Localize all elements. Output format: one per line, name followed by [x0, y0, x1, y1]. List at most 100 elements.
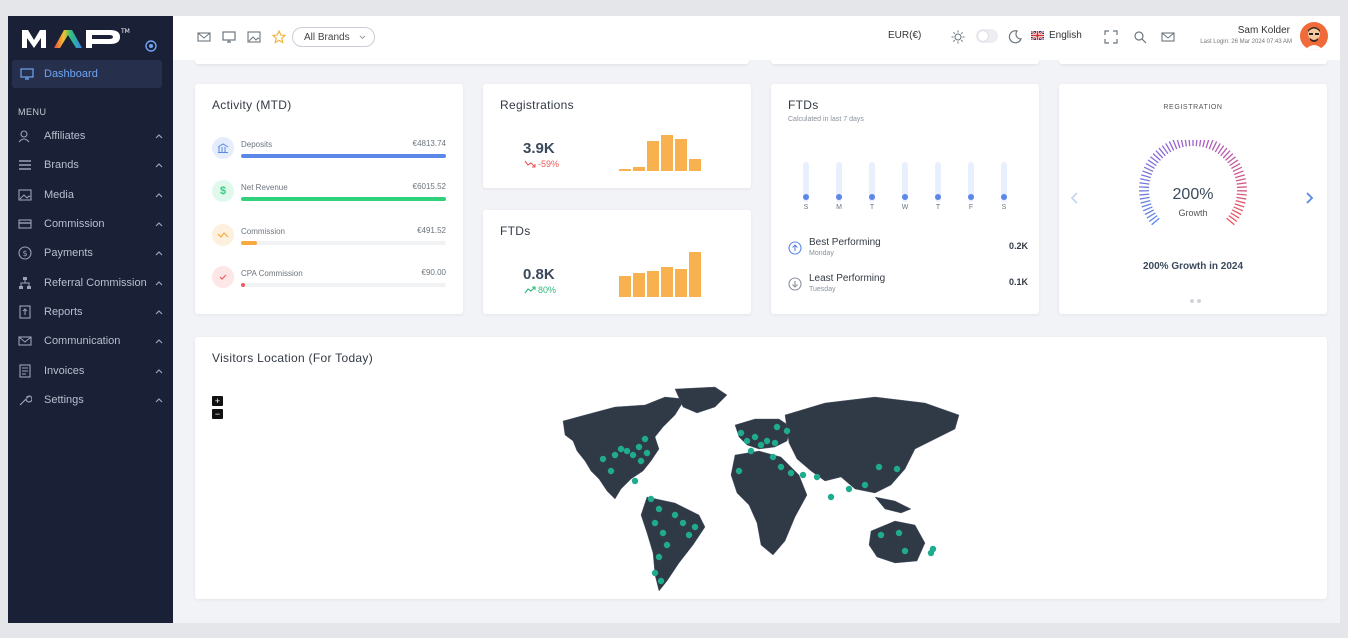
visitor-marker[interactable] — [893, 465, 901, 473]
sidebar-item-referral-commission[interactable]: Referral Commission — [18, 273, 163, 293]
visitor-marker[interactable] — [679, 519, 687, 527]
visitor-marker[interactable] — [617, 445, 625, 453]
gauge-tick — [1225, 153, 1234, 161]
visitor-marker[interactable] — [929, 545, 937, 553]
sidebar-item-communication[interactable]: Communication — [18, 331, 163, 351]
visitor-marker[interactable] — [813, 473, 821, 481]
brand-select[interactable]: All Brands — [292, 27, 375, 47]
visitor-marker[interactable] — [735, 467, 743, 475]
gauge-tick — [1142, 170, 1153, 176]
visitor-marker[interactable] — [691, 523, 699, 531]
world-map[interactable] — [555, 385, 969, 591]
sidebar-item-reports[interactable]: Reports — [18, 302, 163, 322]
monitor-icon[interactable] — [222, 30, 236, 44]
star-icon[interactable] — [272, 30, 286, 44]
sidebar-item-brands[interactable]: Brands — [18, 155, 163, 175]
visitor-marker[interactable] — [637, 457, 645, 465]
growth-gauge — [1138, 140, 1248, 226]
visitor-marker[interactable] — [611, 451, 619, 459]
sidebar-item-dashboard[interactable]: Dashboard — [12, 60, 162, 88]
visitor-marker[interactable] — [777, 463, 785, 471]
visitor-marker[interactable] — [641, 435, 649, 443]
visitor-marker[interactable] — [771, 439, 779, 447]
visitor-marker[interactable] — [663, 541, 671, 549]
visitor-marker[interactable] — [827, 493, 835, 501]
visitor-marker[interactable] — [647, 495, 655, 503]
gauge-tick — [1214, 143, 1221, 153]
visitor-marker[interactable] — [877, 531, 885, 539]
avatar[interactable] — [1300, 22, 1328, 50]
mail-icon[interactable] — [1161, 30, 1175, 44]
sidebar-item-settings[interactable]: Settings — [18, 390, 163, 410]
visitor-marker[interactable] — [861, 481, 869, 489]
visitor-marker[interactable] — [607, 467, 615, 475]
sidebar-item-invoices[interactable]: Invoices — [18, 361, 163, 381]
visitor-marker[interactable] — [657, 577, 665, 585]
gauge-tick — [1139, 186, 1150, 189]
visitor-marker[interactable] — [685, 531, 693, 539]
visitor-marker[interactable] — [631, 477, 639, 485]
bank-icon — [212, 137, 234, 159]
image-icon[interactable] — [247, 30, 261, 44]
visitor-marker[interactable] — [651, 569, 659, 577]
gauge-tick — [1198, 140, 1202, 147]
chevron-left-icon[interactable] — [1069, 191, 1081, 205]
visitor-marker[interactable] — [643, 449, 651, 457]
day-marker — [902, 194, 908, 200]
visitor-marker[interactable] — [763, 437, 771, 445]
visitor-marker[interactable] — [845, 485, 853, 493]
visitor-marker[interactable] — [799, 471, 807, 479]
search-icon[interactable] — [1133, 30, 1147, 44]
visitor-marker[interactable] — [743, 437, 751, 445]
ftds-value: 0.8K — [523, 266, 555, 283]
mail-icon[interactable] — [197, 30, 211, 44]
visitor-marker[interactable] — [783, 427, 791, 435]
carousel-dot[interactable] — [1190, 299, 1194, 303]
visitor-marker[interactable] — [659, 529, 667, 537]
map-logo[interactable]: TM — [20, 24, 160, 54]
visitor-marker[interactable] — [747, 447, 755, 455]
visitor-marker[interactable] — [737, 429, 745, 437]
user-name[interactable]: Sam Kolder — [1237, 25, 1290, 36]
card-edge — [1059, 60, 1327, 64]
visitor-marker[interactable] — [655, 505, 663, 513]
africa-shape — [730, 450, 808, 556]
image-icon — [18, 189, 32, 201]
sidebar-item-affiliates[interactable]: Affiliates — [18, 126, 163, 146]
visitor-marker[interactable] — [875, 463, 883, 471]
gauge-tick — [1148, 215, 1158, 223]
visitor-marker[interactable] — [623, 447, 631, 455]
visitor-marker[interactable] — [787, 469, 795, 477]
chevron-right-icon[interactable] — [1303, 191, 1315, 205]
sidebar-item-commission[interactable]: Commission — [18, 214, 163, 234]
zoom-in-button[interactable]: + — [212, 396, 223, 406]
theme-toggle[interactable] — [976, 29, 998, 43]
ftds-summary-card: FTDs 0.8K 80% — [483, 210, 751, 314]
sidebar-item-payments[interactable]: $ Payments — [18, 243, 163, 263]
visitor-marker[interactable] — [769, 453, 777, 461]
visitor-marker[interactable] — [757, 441, 765, 449]
visitor-marker[interactable] — [895, 529, 903, 537]
moon-icon[interactable] — [1008, 30, 1022, 44]
visitor-marker[interactable] — [901, 547, 909, 555]
language-select[interactable]: English — [1049, 30, 1082, 41]
sun-icon[interactable] — [951, 30, 965, 44]
sidebar-item-media[interactable]: Media — [18, 185, 163, 205]
zoom-out-button[interactable]: − — [212, 409, 223, 419]
wave-icon — [212, 224, 234, 246]
fullscreen-icon[interactable] — [1104, 30, 1118, 44]
visitor-marker[interactable] — [671, 511, 679, 519]
currency-select[interactable]: EUR(€) — [888, 30, 922, 41]
carousel-dot[interactable] — [1197, 299, 1201, 303]
visitor-marker[interactable] — [773, 423, 781, 431]
visitor-marker[interactable] — [635, 443, 643, 451]
visitor-marker[interactable] — [599, 455, 607, 463]
visitor-marker[interactable] — [651, 519, 659, 527]
bar — [647, 141, 659, 171]
day-marker — [836, 194, 842, 200]
visitor-marker[interactable] — [629, 451, 637, 459]
visitor-marker[interactable] — [655, 553, 663, 561]
avatar-icon — [1305, 27, 1323, 50]
gauge-tick — [1151, 217, 1160, 226]
visitor-marker[interactable] — [751, 433, 759, 441]
